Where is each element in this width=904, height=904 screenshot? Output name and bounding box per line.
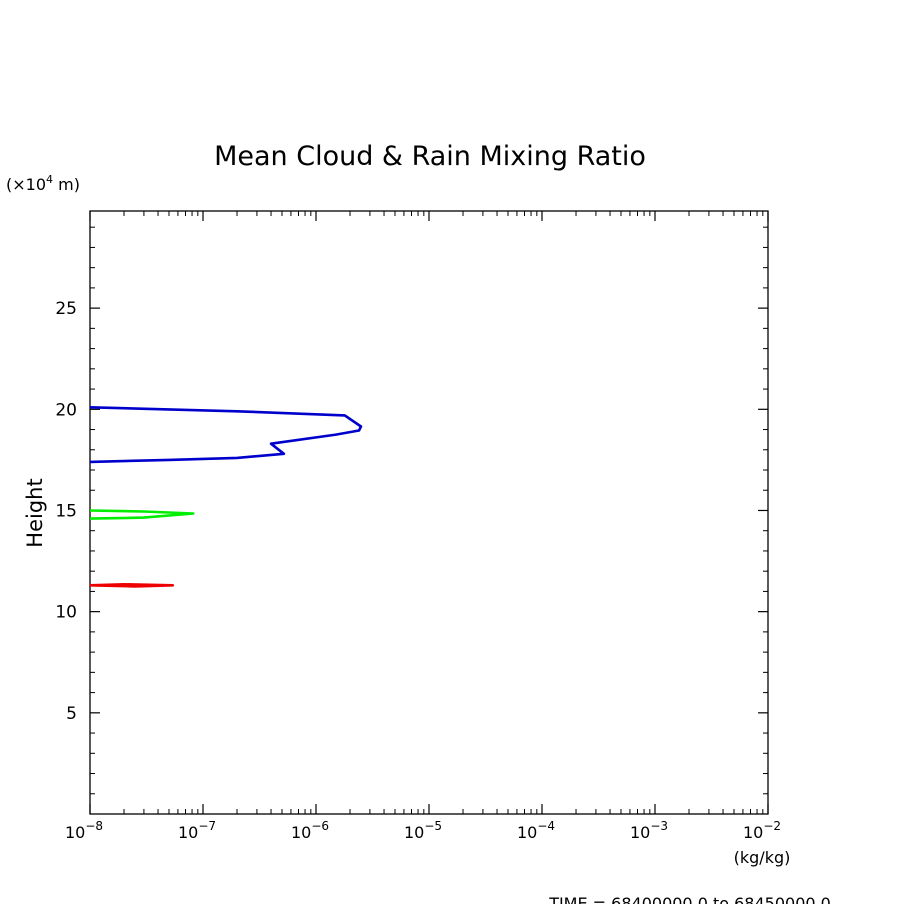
x-tick-label: 10−7 xyxy=(178,819,216,842)
time-range-label: TIME = 68400000.0 to 68450000.0 xyxy=(548,894,831,904)
x-tick-label: 10−5 xyxy=(404,819,442,842)
series-line-3 xyxy=(89,582,175,588)
y-axis-label: Height xyxy=(23,478,47,547)
series-line-2 xyxy=(89,509,195,520)
x-axis-unit: (kg/kg) xyxy=(734,848,791,867)
x-tick-base: 10 xyxy=(178,823,198,842)
x-tick-exponent: −4 xyxy=(537,819,555,833)
series-line-1 xyxy=(89,406,363,464)
chart-title: Mean Cloud & Rain Mixing Ratio xyxy=(214,141,646,172)
y-unit-exponent: 4 xyxy=(46,173,53,186)
y-unit-suffix: m) xyxy=(53,175,80,194)
x-tick-label: 10−3 xyxy=(630,819,668,842)
x-tick-exponent: −8 xyxy=(85,819,103,833)
x-tick-base: 10 xyxy=(404,823,424,842)
x-tick-base: 10 xyxy=(517,823,537,842)
y-unit-prefix: (×10 xyxy=(6,175,46,194)
y-tick-label: 25 xyxy=(55,299,77,319)
y-tick-label: 20 xyxy=(55,400,77,420)
x-tick-base: 10 xyxy=(743,823,763,842)
x-tick-exponent: −5 xyxy=(424,819,442,833)
y-tick-label: 10 xyxy=(55,603,77,623)
x-tick-label: 10−6 xyxy=(291,819,329,842)
y-unit-label: (×104 m) xyxy=(6,173,80,194)
x-tick-exponent: −6 xyxy=(311,819,329,833)
x-tick-base: 10 xyxy=(630,823,650,842)
series-layer xyxy=(89,406,363,588)
x-tick-exponent: −2 xyxy=(763,819,781,833)
x-tick-exponent: −7 xyxy=(198,819,216,833)
x-tick-exponent: −3 xyxy=(650,819,668,833)
x-tick-base: 10 xyxy=(65,823,85,842)
x-tick-base: 10 xyxy=(291,823,311,842)
x-tick-label: 10−8 xyxy=(65,819,103,842)
y-tick-label: 15 xyxy=(55,501,77,521)
y-tick-label: 5 xyxy=(66,704,77,724)
x-tick-label: 10−4 xyxy=(517,819,555,842)
x-tick-label: 10−2 xyxy=(743,819,781,842)
